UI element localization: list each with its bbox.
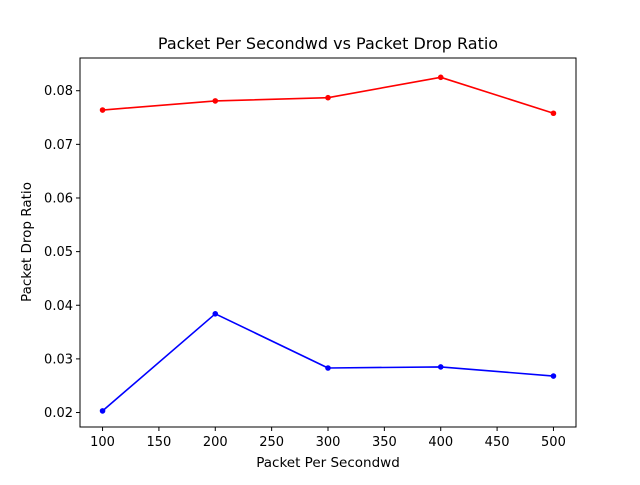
y-tick-label: 0.03 [44, 352, 73, 367]
y-axis-label: Packet Drop Ratio [19, 182, 35, 302]
plot-area: 100 150 200 250 300 350 400 450 500 0.02 0.03 0.04 0… [44, 57, 577, 450]
series-1-point [212, 311, 219, 317]
x-tick-label: 150 [146, 435, 171, 450]
series-1-point [325, 365, 331, 371]
x-tick-label: 500 [541, 435, 566, 450]
y-tick-label: 0.06 [44, 191, 73, 206]
x-tick-label: 100 [90, 435, 115, 450]
y-tick-label: 0.02 [44, 406, 73, 421]
x-tick-label: 450 [485, 435, 510, 450]
series-1-line [102, 313, 554, 412]
series-1-point [437, 364, 444, 370]
x-axis-label: Packet Per Secondwd [256, 455, 400, 471]
series-0-point [99, 107, 106, 113]
y-tick-label: 0.04 [44, 299, 73, 314]
y-tick-label: 0.05 [44, 245, 73, 260]
series-0-point [437, 74, 444, 81]
chart-title: Packet Per Secondwd vs Packet Drop Ratio [158, 34, 498, 53]
series-1-point [99, 408, 106, 414]
series-0-point [550, 110, 557, 117]
x-tick-label: 300 [316, 435, 341, 450]
x-tick-label: 400 [428, 435, 453, 450]
y-tick-label: 0.07 [44, 138, 73, 153]
series-1-point [550, 373, 557, 379]
x-tick-label: 200 [203, 435, 228, 450]
x-tick-label: 350 [372, 435, 397, 450]
series-0-point [325, 94, 331, 101]
x-tick-label: 250 [259, 435, 284, 450]
y-tick-label: 0.08 [44, 84, 73, 99]
series-0-point [212, 98, 219, 104]
